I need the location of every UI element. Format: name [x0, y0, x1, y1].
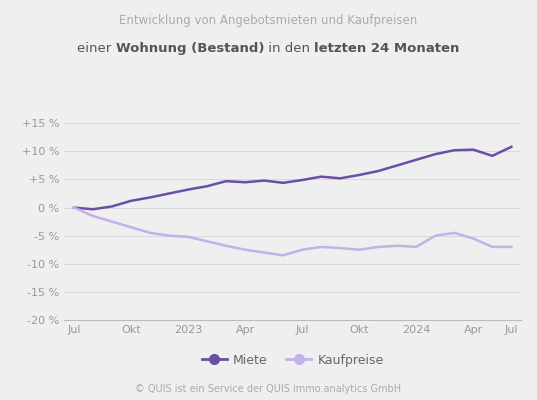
Text: in den: in den: [264, 42, 315, 55]
Legend: Miete, Kaufpreise: Miete, Kaufpreise: [197, 349, 389, 372]
Text: Wohnung (Bestand): Wohnung (Bestand): [115, 42, 264, 55]
Text: einer: einer: [77, 42, 115, 55]
Text: © QUIS ist ein Service der QUIS immo.analytics GmbH: © QUIS ist ein Service der QUIS immo.ana…: [135, 384, 402, 394]
Text: Entwicklung von Angebotsmieten und Kaufpreisen: Entwicklung von Angebotsmieten und Kaufp…: [119, 14, 418, 27]
Text: letzten 24 Monaten: letzten 24 Monaten: [315, 42, 460, 55]
